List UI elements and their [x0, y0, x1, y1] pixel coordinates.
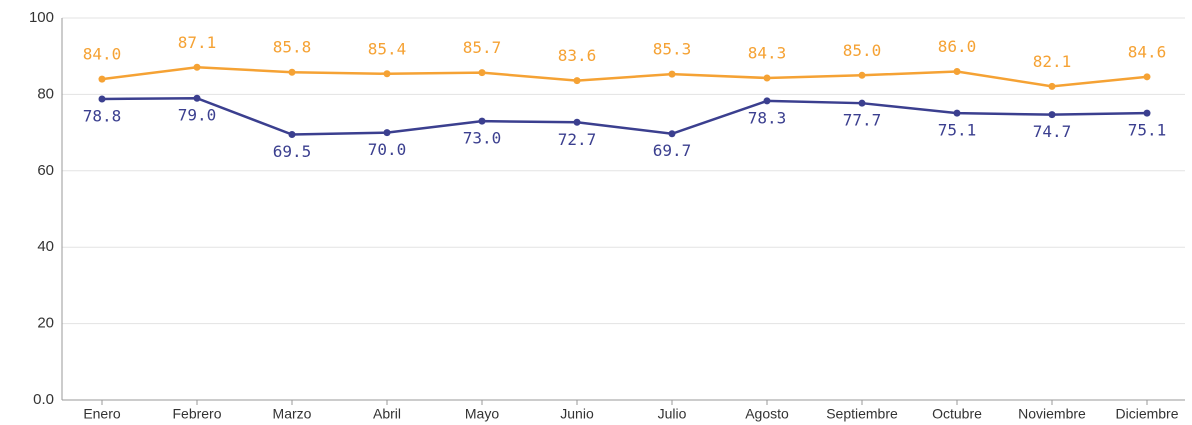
- y-tick-label: 60: [37, 162, 54, 179]
- x-tick-label: Septiembre: [826, 406, 898, 422]
- value-label: 70.0: [368, 140, 407, 159]
- value-label: 72.7: [558, 130, 597, 149]
- point: [478, 69, 486, 77]
- point: [763, 97, 771, 105]
- value-label: 77.7: [843, 111, 882, 130]
- x-tick-label: Marzo: [273, 406, 312, 422]
- point: [288, 68, 296, 76]
- value-label: 75.1: [938, 121, 977, 140]
- point: [98, 95, 106, 103]
- y-tick-label: 0.0: [33, 391, 54, 408]
- value-label: 78.8: [83, 106, 122, 125]
- value-label: 85.4: [368, 39, 407, 58]
- point: [953, 67, 961, 75]
- point: [1048, 111, 1056, 119]
- point: [288, 131, 296, 139]
- point: [858, 71, 866, 79]
- value-label: 85.0: [843, 41, 882, 60]
- value-label: 79.0: [178, 106, 217, 125]
- value-label: 84.0: [83, 45, 122, 64]
- point: [573, 77, 581, 85]
- value-label: 69.7: [653, 141, 692, 160]
- point: [1143, 73, 1151, 81]
- x-tick-label: Abril: [373, 406, 401, 422]
- value-label: 84.6: [1128, 42, 1167, 61]
- point: [573, 118, 581, 126]
- point: [668, 70, 676, 78]
- series-line: [101, 96, 1148, 136]
- value-label: 87.1: [178, 33, 217, 52]
- x-tick-label: Julio: [658, 406, 687, 422]
- y-tick-label: 100: [29, 9, 54, 26]
- point: [193, 94, 201, 102]
- y-tick-label: 20: [37, 315, 54, 332]
- x-tick-label: Diciembre: [1115, 406, 1178, 422]
- value-label: 85.8: [273, 38, 312, 57]
- point: [763, 74, 771, 82]
- point: [478, 117, 486, 125]
- point: [383, 70, 391, 78]
- x-tick-label: Febrero: [172, 406, 221, 422]
- x-tick-label: Junio: [560, 406, 594, 422]
- x-tick-label: Noviembre: [1018, 406, 1086, 422]
- x-tick-label: Enero: [83, 406, 121, 422]
- point: [1143, 109, 1151, 117]
- value-label: 75.1: [1128, 121, 1167, 140]
- value-label: 69.5: [273, 142, 312, 161]
- value-label: 83.6: [558, 46, 597, 65]
- y-tick-label: 80: [37, 85, 54, 102]
- point: [858, 99, 866, 107]
- value-label: 86.0: [938, 37, 977, 56]
- point: [668, 130, 676, 138]
- y-tick-label: 40: [37, 238, 54, 255]
- point: [383, 129, 391, 137]
- x-tick-label: Octubre: [932, 406, 982, 422]
- x-tick-label: Mayo: [465, 406, 499, 422]
- value-label: 82.1: [1033, 52, 1072, 71]
- value-label: 85.7: [463, 38, 502, 57]
- point: [193, 63, 201, 71]
- x-tick-label: Agosto: [745, 406, 789, 422]
- point: [953, 109, 961, 117]
- value-label: 78.3: [748, 108, 787, 127]
- value-label: 85.3: [653, 40, 692, 59]
- point: [98, 75, 106, 83]
- series-line: [101, 66, 1148, 88]
- point: [1048, 82, 1056, 90]
- value-label: 74.7: [1033, 122, 1072, 141]
- value-label: 84.3: [748, 43, 787, 62]
- value-label: 73.0: [463, 129, 502, 148]
